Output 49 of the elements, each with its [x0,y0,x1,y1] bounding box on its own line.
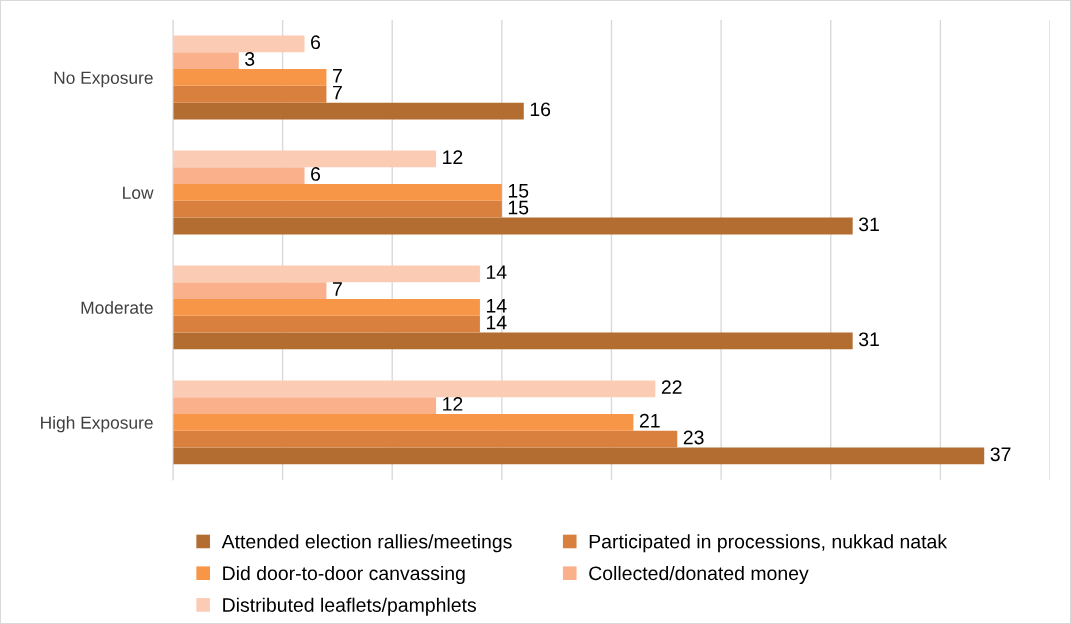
bar [172,397,437,414]
bar [172,35,305,53]
data-label: 21 [639,413,660,428]
bar [172,332,853,350]
bar [172,200,502,218]
bar [172,184,502,201]
data-label: 12 [443,397,463,411]
bar [172,447,985,465]
bar [172,85,327,103]
data-label: 12 [443,150,463,164]
bar [172,282,327,300]
data-label: 31 [858,332,879,347]
data-label: 6 [311,167,321,181]
data-label: 23 [683,430,704,445]
bar [172,150,437,168]
data-label: 37 [990,447,1011,462]
y-tick-label: Low [123,186,154,199]
bar [172,413,634,431]
data-label: 3 [245,52,255,66]
data-label: 22 [661,380,682,394]
bar [172,380,656,398]
bar [172,52,239,70]
bar [172,299,480,316]
data-label: 15 [508,200,529,215]
y-tick-label: High Exposure [41,416,153,433]
y-tick-label: Moderate [81,301,153,314]
y-tick-label: No Exposure [54,71,153,88]
data-label: 14 [486,315,507,330]
legend-label: Collected/donated money [589,565,809,585]
data-label: 7 [333,69,342,83]
bar [172,102,524,120]
legend-label: Did door-to-door canvassing [223,565,465,585]
data-label: 15 [508,184,529,198]
bar [172,315,480,333]
data-label: 6 [311,35,321,50]
data-label: 7 [333,282,342,296]
data-label: 16 [530,102,551,117]
bar [172,265,480,283]
bar [172,430,678,448]
legend-label: Participated in processions, nukkad natak [589,534,948,553]
data-label: 14 [486,265,507,279]
data-label: 31 [858,217,879,232]
legend-label: Attended election rallies/meetings [221,534,512,553]
bar [172,167,305,185]
data-label: 7 [333,85,342,100]
legend-label: Distributed leaflets/pamphlets [223,597,476,616]
bar [172,69,327,86]
data-label: 14 [486,299,507,313]
bar [172,217,853,235]
